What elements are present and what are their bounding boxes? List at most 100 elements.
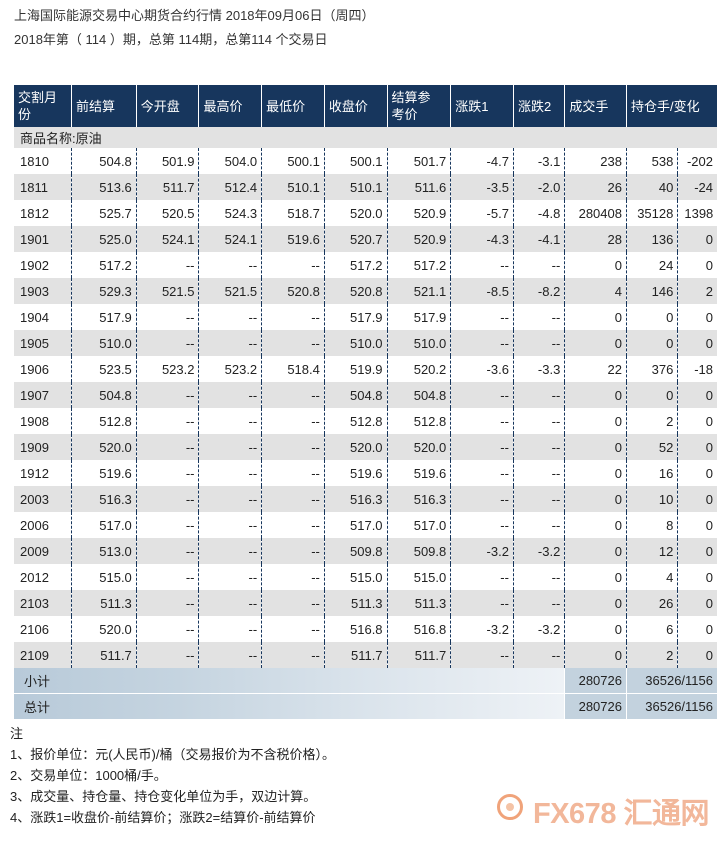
table-cell: --	[261, 642, 325, 668]
delivery-month-cell: 1908	[14, 408, 73, 434]
total-volume: 280726	[564, 693, 627, 719]
notes: 注 1、报价单位：元(人民币)/桶（交易报价为不含税价格）。 2、交易单位：10…	[10, 723, 335, 828]
table-cell: --	[513, 564, 566, 590]
table-cell: --	[450, 382, 514, 408]
col-header: 持仓手/变化	[626, 85, 717, 127]
delivery-month-cell: 1907	[14, 382, 73, 408]
table-cell: --	[450, 460, 514, 486]
table-cell: 0	[677, 512, 717, 538]
table-cell: 516.3	[71, 486, 137, 512]
table-cell: --	[450, 330, 514, 356]
table-cell: 4	[564, 278, 627, 304]
table-cell: 511.7	[71, 642, 137, 668]
table-cell: --	[261, 564, 325, 590]
table-cell: 521.5	[198, 278, 263, 304]
table-row: 1811 513.6 511.7 512.4 510.1 510.1 511.6 -3.5 -2…	[14, 174, 717, 200]
delivery-month-cell: 2006	[14, 512, 73, 538]
table-cell: 520.0	[387, 434, 452, 460]
col-header: 最低价	[261, 85, 325, 127]
table-cell: --	[136, 564, 200, 590]
product-name: 商品名称:原油	[14, 127, 717, 148]
table-cell: --	[136, 642, 200, 668]
delivery-month-cell: 2009	[14, 538, 73, 564]
delivery-month-cell: 1902	[14, 252, 73, 278]
table-cell: --	[261, 512, 325, 538]
table-cell: 0	[677, 226, 717, 252]
table-cell: --	[513, 642, 566, 668]
table-cell: --	[513, 434, 566, 460]
delivery-month-cell: 1901	[14, 226, 73, 252]
table-row: 1903 529.3 521.5 521.5 520.8 520.8 521.1 -8.5 -8…	[14, 278, 717, 304]
table-cell: 515.0	[324, 564, 388, 590]
table-cell: 376	[626, 356, 679, 382]
table-cell: 504.8	[71, 148, 137, 174]
delivery-month-cell: 1812	[14, 200, 73, 226]
table-row: 1812 525.7 520.5 524.3 518.7 520.0 520.9 -5.7 -4…	[14, 200, 717, 226]
delivery-month-cell: 1810	[14, 148, 73, 174]
table-cell: --	[136, 538, 200, 564]
table-cell: --	[261, 252, 325, 278]
table-cell: 513.0	[71, 538, 137, 564]
table-cell: 504.8	[71, 382, 137, 408]
table-cell: 0	[564, 382, 627, 408]
table-cell: 26	[564, 174, 627, 200]
table-cell: -4.7	[450, 148, 514, 174]
table-cell: --	[513, 408, 566, 434]
table-cell: 524.1	[198, 226, 263, 252]
table-cell: --	[198, 486, 263, 512]
table-cell: --	[261, 486, 325, 512]
table-row: 2009 513.0 -- -- -- 509.8 509.8 -3.2 -3.2 0 12 0	[14, 538, 717, 564]
table-cell: --	[198, 642, 263, 668]
table-cell: 0	[564, 304, 627, 330]
table-cell: 511.3	[71, 590, 137, 616]
table-cell: 0	[564, 408, 627, 434]
table-cell: -4.8	[513, 200, 566, 226]
note-item: 3、成交量、持仓量、持仓变化单位为手，双边计算。	[10, 789, 317, 804]
table-cell: 28	[564, 226, 627, 252]
table-cell: -3.2	[450, 538, 514, 564]
table-cell: 512.4	[198, 174, 263, 200]
table-row: 1906 523.5 523.2 523.2 518.4 519.9 520.2 -3.6 -3…	[14, 356, 717, 382]
table-cell: 517.0	[71, 512, 137, 538]
table-cell: 523.5	[71, 356, 137, 382]
table-cell: --	[198, 434, 263, 460]
table-cell: -3.3	[513, 356, 566, 382]
table-cell: --	[136, 512, 200, 538]
table-cell: -4.3	[450, 226, 514, 252]
table-cell: 2	[677, 278, 717, 304]
table-row: 1909 520.0 -- -- -- 520.0 520.0 -- -- 0 52 0	[14, 434, 717, 460]
table-cell: --	[198, 460, 263, 486]
table-cell: --	[261, 616, 325, 642]
table-cell: 517.9	[387, 304, 452, 330]
table-cell: 517.9	[71, 304, 137, 330]
col-header: 前结算	[71, 85, 137, 127]
delivery-month-cell: 1905	[14, 330, 73, 356]
table-cell: 538	[626, 148, 679, 174]
table-row: 1810 504.8 501.9 504.0 500.1 500.1 501.7 -4.7 -3…	[14, 148, 717, 174]
table-cell: --	[513, 252, 566, 278]
table-cell: 0	[564, 460, 627, 486]
table-cell: 0	[677, 616, 717, 642]
delivery-month-cell: 1912	[14, 460, 73, 486]
table-cell: 4	[626, 564, 679, 590]
table-cell: 0	[677, 252, 717, 278]
table-cell: -3.2	[513, 616, 566, 642]
table-cell: --	[261, 460, 325, 486]
table-cell: 52	[626, 434, 679, 460]
table-cell: 0	[564, 538, 627, 564]
table-cell: 510.1	[324, 174, 388, 200]
table-cell: 519.6	[387, 460, 452, 486]
logo-mark-icon	[497, 794, 523, 820]
table-cell: 517.2	[71, 252, 137, 278]
table-cell: --	[198, 382, 263, 408]
table-cell: 520.7	[324, 226, 388, 252]
table-cell: 0	[626, 382, 679, 408]
table-cell: -202	[677, 148, 717, 174]
table-cell: --	[136, 590, 200, 616]
table-cell: 0	[677, 538, 717, 564]
table-cell: 510.0	[71, 330, 137, 356]
delivery-month-cell: 2012	[14, 564, 73, 590]
table-cell: 0	[564, 330, 627, 356]
table-cell: 504.8	[387, 382, 452, 408]
watermark-text: FX678 汇通网	[533, 798, 710, 830]
